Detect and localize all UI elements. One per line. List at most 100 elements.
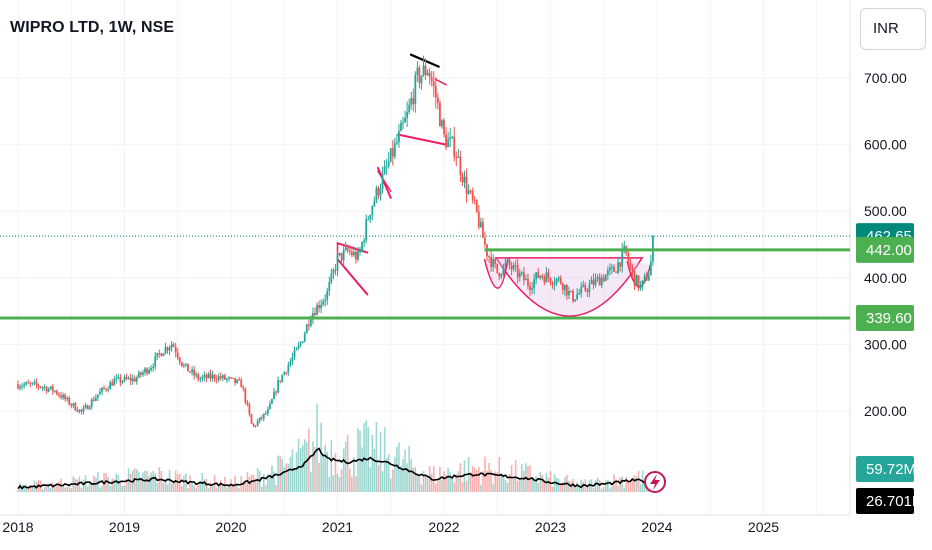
x-tick-label: 2018 <box>2 519 33 535</box>
volume-bar <box>486 471 488 492</box>
candle-body <box>78 409 81 412</box>
candle-body <box>146 368 148 374</box>
volume-bar <box>248 476 251 492</box>
volume-bar <box>107 476 109 492</box>
volume-bar <box>326 451 329 492</box>
price-axis[interactable]: 200.00 300.00 400.00 500.00 600.00 700.00 <box>864 70 907 419</box>
candle-body <box>549 277 552 283</box>
volume-bar <box>68 485 71 492</box>
price-levels[interactable] <box>0 235 850 320</box>
candle-body <box>344 247 347 251</box>
candle-body <box>586 290 589 292</box>
time-axis[interactable]: 2018 2019 2020 2021 2022 2023 2024 2025 <box>2 519 779 535</box>
volume-bar <box>183 475 185 492</box>
volume-bar <box>348 468 351 492</box>
volume-bar <box>594 480 597 492</box>
volume-bar <box>488 463 490 492</box>
candle-body <box>361 242 363 251</box>
candle-body <box>479 221 482 228</box>
candle-body <box>592 279 595 285</box>
candle-body <box>205 374 208 379</box>
x-tick-label: 2025 <box>748 519 779 535</box>
candle-body <box>322 301 325 305</box>
candle-body <box>418 67 421 84</box>
candle-body <box>266 408 269 414</box>
volume-bar <box>547 477 550 492</box>
candle-body <box>88 407 91 410</box>
candle-body <box>641 280 644 286</box>
candle-body <box>316 305 318 316</box>
candle-body <box>475 199 478 212</box>
candle-body <box>631 266 634 272</box>
volume-bar <box>537 482 540 492</box>
candle-body <box>47 388 50 392</box>
candle-body <box>359 250 361 252</box>
breakout-level-badge-bg <box>856 236 914 263</box>
candle-body <box>414 74 417 105</box>
candle-body <box>420 75 423 84</box>
volume-bar <box>170 483 173 492</box>
candle-body <box>293 350 296 357</box>
candle-body <box>545 272 548 283</box>
volume-bar <box>265 485 267 492</box>
candle-body <box>467 190 470 194</box>
volume-bar <box>285 463 288 492</box>
candle-body <box>35 382 38 385</box>
candlestick-series <box>17 55 654 428</box>
volume-bar <box>338 477 341 492</box>
volume-bar <box>168 469 171 492</box>
candle-body <box>246 402 249 405</box>
volume-bar <box>215 487 218 492</box>
candle-body <box>568 290 570 296</box>
volume-bar <box>88 481 91 492</box>
candle-body <box>287 365 290 373</box>
volume-bar <box>463 460 466 492</box>
candle-body <box>211 374 214 379</box>
volume-bar <box>78 476 81 492</box>
volume-bar <box>29 485 32 492</box>
volume-bar <box>396 446 398 492</box>
candle-body <box>596 276 599 279</box>
currency-selector[interactable]: INR <box>860 8 926 50</box>
symbol-title[interactable]: WIPRO LTD, 1W, NSE <box>10 19 175 36</box>
candle-body <box>94 397 97 401</box>
volume-bar <box>449 472 451 492</box>
candle-body <box>172 344 175 347</box>
candle-body <box>156 352 159 357</box>
candle-body <box>199 378 202 380</box>
candle-body <box>555 278 558 284</box>
volume-bar <box>459 463 462 492</box>
flag-line <box>377 170 392 192</box>
volume-bar <box>54 486 56 492</box>
volume-bar <box>580 479 583 492</box>
volume-bar <box>27 486 30 492</box>
volume-bar <box>643 479 646 492</box>
volume-badge-text: 59.72M <box>866 461 916 478</box>
volume-bar <box>441 479 443 492</box>
trend-line <box>409 53 440 68</box>
volume-bar <box>578 485 580 492</box>
volume-bar <box>109 485 111 492</box>
volume-bar <box>629 480 632 492</box>
candle-body <box>121 381 124 383</box>
candle-body <box>439 102 441 127</box>
candle-body <box>197 374 200 380</box>
volume-bar <box>97 472 99 492</box>
candle-body <box>606 270 609 275</box>
candle-body <box>443 120 445 135</box>
volume-bar <box>250 474 253 492</box>
candle-body <box>113 379 116 386</box>
y-tick-label: 500.00 <box>864 203 907 219</box>
candle-body <box>484 237 486 245</box>
candle-body <box>522 272 525 281</box>
volume-bar <box>185 473 187 492</box>
volume-bar <box>455 474 458 492</box>
candle-body <box>236 379 239 384</box>
candle-body <box>264 413 267 415</box>
candle-body <box>219 376 222 379</box>
alert-button[interactable] <box>644 471 666 493</box>
candle-body <box>19 386 21 389</box>
volume-bar <box>17 489 19 492</box>
volume-bar <box>361 447 363 492</box>
